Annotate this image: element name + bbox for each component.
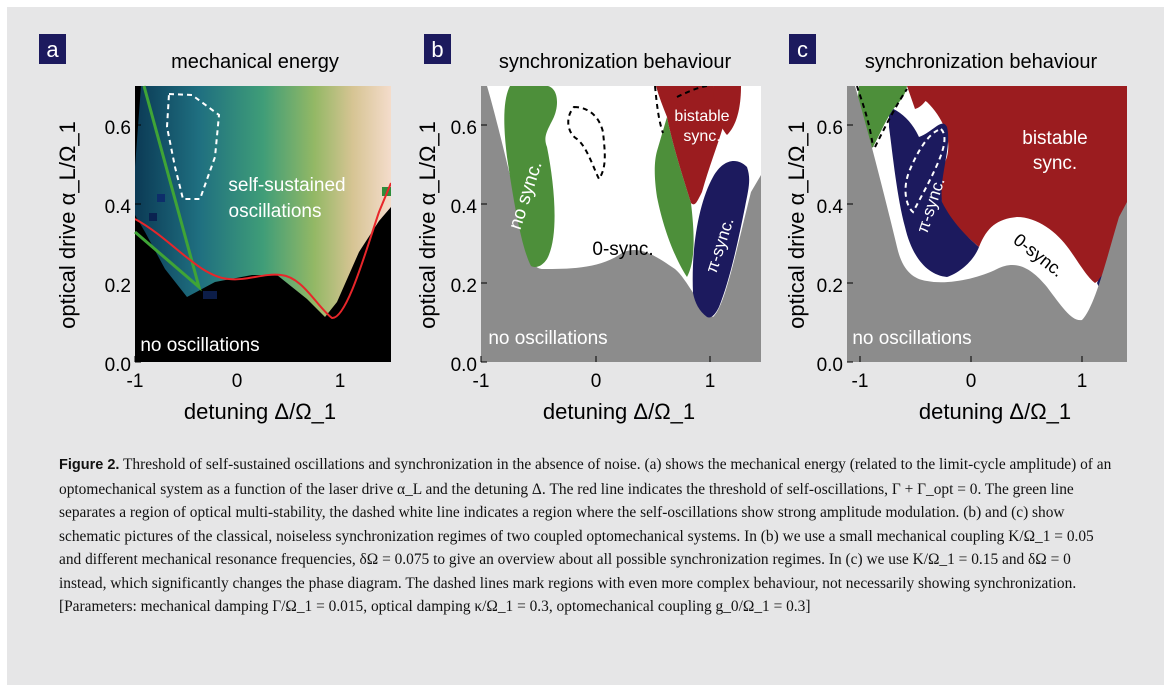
panel-a-ylabel: optical drive α_L/Ω_1 — [55, 121, 80, 329]
panel-c-xtick-2: 1 — [1077, 371, 1088, 392]
panel-b-ytick-1: 0.2 — [451, 276, 477, 297]
region-bistable-b-upper — [713, 86, 741, 135]
region-pi-sync-c — [889, 107, 979, 277]
caption-label: Figure 2. — [59, 457, 120, 473]
threshold-line — [135, 182, 391, 320]
region-pi-sync-b — [692, 161, 750, 318]
panel-c-plot — [847, 86, 1127, 362]
label-sync-b: sync. — [683, 128, 720, 145]
panel-b-title: synchronization behaviour — [499, 51, 732, 73]
panel-a-xtick-1: 0 — [232, 371, 243, 392]
panel-a-ytick-2: 0.4 — [105, 197, 132, 218]
panel-a-ytick-0: 0.0 — [105, 355, 131, 376]
oscillation-energy-region — [135, 86, 391, 317]
region-no-oscillations-c — [847, 86, 1127, 362]
panel-b-ytick-0: 0.0 — [451, 355, 477, 376]
label-bistable-c: bistable — [1022, 128, 1088, 149]
panel-a-letter-box — [39, 34, 66, 64]
panel-b-ylabel: optical drive α_L/Ω_1 — [415, 121, 440, 329]
label-no-oscillations-c: no oscillations — [852, 328, 971, 349]
panel-a-xtick-0: -1 — [127, 371, 144, 392]
dashed-region-b-2 — [654, 86, 708, 134]
panel-c-xtick-1: 0 — [966, 371, 977, 392]
figure-caption: Figure 2. Threshold of self-sustained os… — [59, 453, 1119, 619]
region-bistable-b — [656, 86, 723, 205]
panel-b-letter: b — [431, 37, 443, 62]
panel-c-ytick-3: 0.6 — [817, 118, 843, 139]
panel-c-xlabel: detuning Δ/Ω_1 — [919, 399, 1071, 424]
panel-b: b synchronization behaviour no sync. bis… — [415, 34, 761, 424]
multistability-line — [134, 85, 202, 292]
panel-a-title: mechanical energy — [171, 51, 339, 73]
region-bistable-c-top — [907, 86, 932, 109]
panel-b-xlabel: detuning Δ/Ω_1 — [543, 399, 695, 424]
panel-b-plot — [481, 86, 761, 362]
panel-a-xlabel: detuning Δ/Ω_1 — [184, 399, 336, 424]
panel-b-xtick-2: 1 — [705, 371, 716, 392]
region-green-strip-b — [654, 117, 694, 277]
caption-text: Threshold of self-sustained oscillations… — [59, 456, 1112, 615]
panel-b-ticks — [480, 124, 711, 363]
label-zero-sync-b: 0-sync. — [592, 239, 653, 260]
panel-c-ytick-1: 0.2 — [817, 276, 843, 297]
panel-a-ticks — [134, 124, 341, 363]
dashed-region-b-1 — [567, 105, 606, 181]
panel-b-xtick-0: -1 — [473, 371, 490, 392]
panel-c-ytick-0: 0.0 — [817, 355, 843, 376]
panel-a-letter: a — [46, 37, 59, 62]
region-bistable-c — [907, 86, 1127, 283]
label-bistable-b: bistable — [674, 108, 729, 125]
region-no-oscillations-b — [481, 86, 761, 362]
panel-b-letter-box — [424, 34, 451, 64]
panel-c-letter-box — [789, 34, 816, 64]
panel-c-xtick-0: -1 — [852, 371, 869, 392]
panel-b-ytick-3: 0.6 — [451, 118, 477, 139]
region-no-sync-b — [504, 86, 558, 268]
label-no-oscillations-a: no oscillations — [140, 335, 259, 356]
dashed-region-c-2 — [856, 86, 908, 148]
panel-b-ytick-2: 0.4 — [451, 197, 478, 218]
label-sync-c: sync. — [1033, 153, 1077, 174]
panel-a: a mechanical energy self-sustained oscil… — [39, 34, 391, 424]
label-self-sustained: self-sustained — [228, 175, 345, 196]
panel-a-ytick-1: 0.2 — [105, 276, 131, 297]
figure-frame: a mechanical energy self-sustained oscil… — [7, 7, 1164, 685]
figure-2-panels: a mechanical energy self-sustained oscil… — [39, 34, 1127, 424]
panel-c-title: synchronization behaviour — [865, 51, 1098, 73]
panel-c-letter: c — [797, 37, 808, 62]
panel-c: c synchronization behaviour bistable syn… — [784, 34, 1127, 424]
label-no-oscillations-b: no oscillations — [488, 328, 607, 349]
panel-a-heatmap — [135, 86, 391, 362]
panel-a-ytick-3: 0.6 — [105, 118, 131, 139]
panel-c-ylabel: optical drive α_L/Ω_1 — [784, 121, 809, 329]
dashed-region-c-1 — [904, 127, 946, 214]
panel-b-xtick-1: 0 — [591, 371, 602, 392]
panel-c-ytick-2: 0.4 — [817, 197, 844, 218]
panel-c-ticks — [847, 124, 1083, 363]
label-oscillations: oscillations — [229, 201, 322, 222]
panel-a-xtick-2: 1 — [335, 371, 346, 392]
amplitude-modulation-dashed-line — [165, 92, 221, 200]
